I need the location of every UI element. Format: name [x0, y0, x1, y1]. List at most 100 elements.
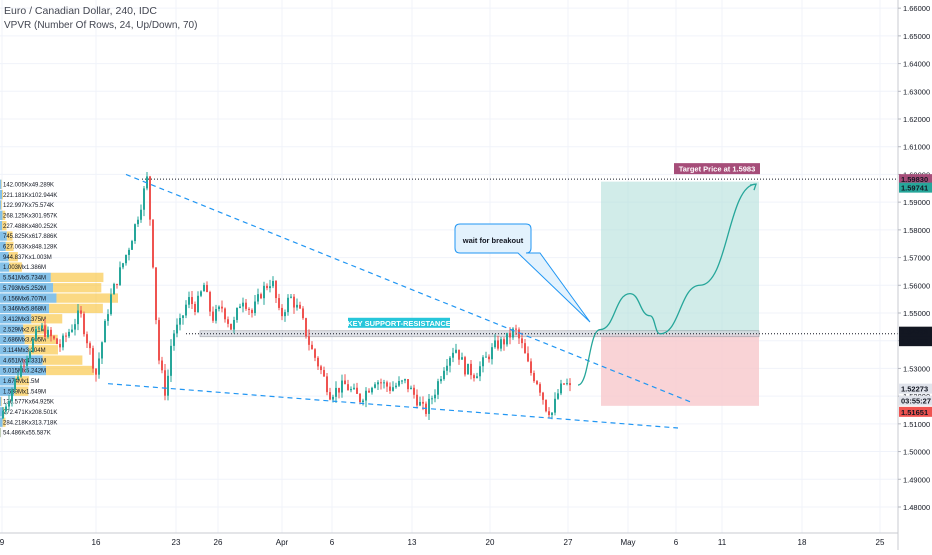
candle-body [86, 334, 88, 343]
candle-body [422, 402, 424, 404]
candle-body [44, 325, 46, 337]
candle-body [134, 224, 136, 241]
vp-down-bar [46, 366, 94, 375]
candle-body [365, 391, 367, 401]
price-tag-entry: 1.54202 [901, 337, 928, 346]
vp-row-label: 142.005Kx49.289K [3, 182, 54, 188]
candle-body [209, 292, 211, 312]
candle-body [242, 303, 244, 307]
candle-body [125, 255, 127, 263]
vp-row-label: 221.181Kx102.944K [3, 193, 57, 199]
x-tick-label: 25 [876, 538, 885, 547]
candle-body [200, 291, 202, 295]
candle-body [323, 370, 325, 376]
candle-body [305, 318, 307, 336]
candle-body [332, 397, 334, 400]
y-tick-label: 1.56000 [903, 281, 930, 290]
x-tick-label: 16 [92, 538, 101, 547]
y-tick-label: 1.61000 [903, 143, 930, 152]
candle-body [371, 388, 373, 393]
candle-body [38, 328, 40, 329]
candle-body [5, 407, 7, 411]
vp-row-label: 136.577Kx64.925K [3, 400, 54, 406]
candle-body [470, 364, 472, 375]
x-tick-label: 23 [172, 538, 181, 547]
candle-body [527, 353, 529, 361]
candle-body [11, 389, 13, 401]
y-tick-label: 1.50000 [903, 448, 930, 457]
candle-body [41, 325, 43, 328]
price-tag-entry: 1.54289 [901, 328, 928, 337]
candle-body [326, 376, 328, 392]
candle-body [428, 399, 430, 414]
candle-body [485, 357, 487, 358]
candle-body [284, 312, 286, 316]
x-tick-label: May [620, 538, 635, 547]
candle-body [113, 284, 115, 294]
candle-body [530, 361, 532, 373]
x-tick-label: 26 [214, 538, 223, 547]
y-tick-label: 1.55000 [903, 309, 930, 318]
loss-zone[interactable] [601, 334, 759, 406]
candle-body [227, 319, 229, 324]
candle-body [377, 382, 379, 384]
candle-body [80, 310, 82, 313]
candle-body [449, 358, 451, 366]
candle-body [23, 366, 25, 367]
price-tag-timer: 03:55:27 [901, 397, 931, 406]
vp-row-label: 5.541Mx5.734M [3, 276, 46, 282]
candle-body [395, 386, 397, 388]
candle-body [509, 333, 511, 338]
candle-body [164, 370, 166, 395]
candle-body [482, 357, 484, 366]
candle-body [101, 342, 103, 358]
indicator-legend: VPVR (Number Of Rows, 24, Up/Down, 70) [4, 20, 197, 31]
candle-body [437, 381, 439, 395]
candle-body [98, 358, 100, 374]
candle-body [338, 388, 340, 393]
candle-body [17, 377, 19, 379]
candle-body [62, 336, 64, 348]
candle-body [329, 392, 331, 399]
key-level-label: KEY SUPPORT-RESISTANCE [347, 319, 451, 328]
candle-body [107, 314, 109, 321]
candle-body [506, 333, 508, 345]
price-tag-green: 1.59741 [901, 184, 928, 193]
target-label: Target Price at 1.5983 [679, 165, 756, 174]
candle-body [413, 388, 415, 395]
price-axis-bg[interactable] [898, 0, 932, 550]
candle-body [14, 379, 16, 390]
y-tick-label: 1.51000 [903, 420, 930, 429]
candle-body [161, 361, 163, 371]
candle-body [518, 329, 520, 338]
candle-body [410, 388, 412, 389]
candle-body [431, 398, 433, 399]
candle-body [383, 382, 385, 383]
candle-body [320, 366, 322, 370]
y-tick-label: 1.62000 [903, 115, 930, 124]
x-tick-label: 13 [408, 538, 417, 547]
candle-body [353, 388, 355, 389]
price-tag-current: 1.52273 [901, 385, 928, 394]
candle-body [560, 384, 562, 394]
x-tick-label: 27 [564, 538, 573, 547]
candle-body [83, 314, 85, 334]
candle-body [230, 324, 232, 330]
candle-body [155, 267, 157, 320]
candle-body [569, 383, 571, 385]
candle-body [29, 352, 31, 359]
candle-body [503, 339, 505, 344]
candle-body [476, 376, 478, 378]
candle-body [539, 384, 541, 393]
vp-row-label: 1.539Mx1.549M [3, 389, 46, 395]
vp-up-bar [0, 397, 1, 406]
candle-body [188, 297, 190, 305]
candle-body [95, 369, 97, 375]
candle-body [341, 381, 343, 393]
vp-row-label: 227.488Kx480.252K [3, 224, 57, 230]
candle-body [392, 387, 394, 391]
candle-body [458, 350, 460, 360]
y-tick-label: 1.65000 [903, 32, 930, 41]
